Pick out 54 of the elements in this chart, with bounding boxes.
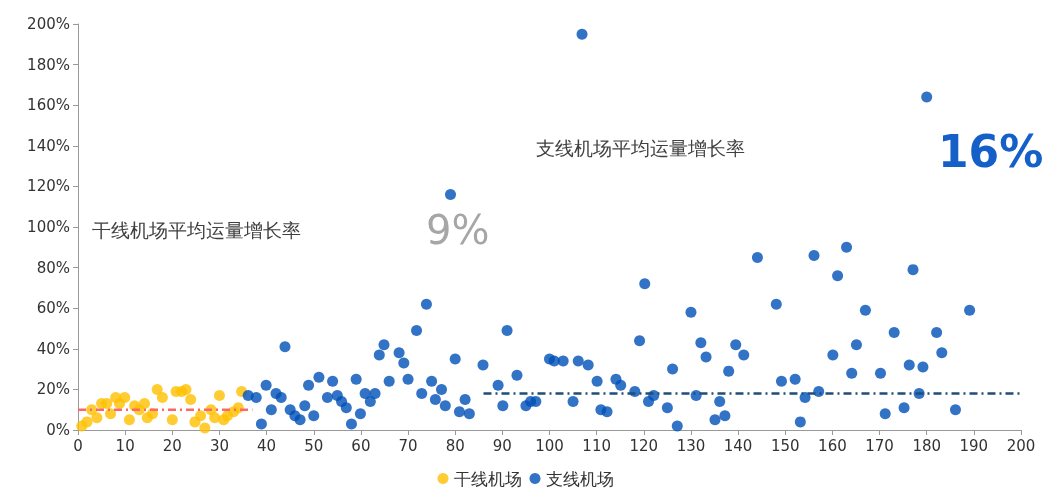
x-tick-label: 160 <box>818 436 847 455</box>
y-tick-label: 100% <box>27 218 70 236</box>
x-tick-label: 190 <box>959 436 989 455</box>
x-tick-label: 150 <box>770 436 800 455</box>
point <box>81 416 93 428</box>
point <box>123 414 135 426</box>
y-tick-label: 80% <box>36 258 70 277</box>
x-tick-label: 90 <box>492 436 512 455</box>
x-tick-label: 0 <box>73 436 83 455</box>
point <box>91 412 103 424</box>
x-tick-label: 50 <box>304 436 324 455</box>
annotation: 干线机场平均运量增长率 <box>92 219 301 241</box>
point <box>156 392 168 404</box>
x-tick-label: 40 <box>257 436 277 455</box>
y-tick-label: 20% <box>36 380 70 399</box>
legend-label: 支线机场 <box>545 468 614 489</box>
point <box>180 383 192 395</box>
x-tick-label: 70 <box>398 436 418 455</box>
x-tick-label: 180 <box>912 436 942 455</box>
point <box>151 383 163 395</box>
point <box>195 410 207 422</box>
point <box>119 392 131 404</box>
point <box>213 389 225 401</box>
y-tick-label: 120% <box>27 177 70 196</box>
y-tick-label: 60% <box>36 299 70 318</box>
point <box>105 408 117 420</box>
annotation: 16% <box>938 125 1044 177</box>
point <box>101 398 113 410</box>
x-tick-label: 200 <box>1006 436 1036 455</box>
point <box>185 394 197 406</box>
y-tick-label: 180% <box>27 55 70 74</box>
x-tick-label: 100 <box>535 436 564 455</box>
y-tick-label: 0% <box>46 421 70 439</box>
x-tick-label: 170 <box>865 436 894 455</box>
point <box>209 412 221 424</box>
y-tick-label: 40% <box>36 339 70 358</box>
x-tick-label: 130 <box>676 436 706 455</box>
y-tick-label: 200% <box>27 15 70 33</box>
point <box>199 422 211 434</box>
y-tick-label: 160% <box>27 96 70 115</box>
point <box>138 398 150 410</box>
annotation: 支线机场平均运量增长率 <box>536 137 745 159</box>
legend-label: 干线机场 <box>453 468 522 489</box>
annotation: 9% <box>426 207 490 253</box>
x-tick-label: 110 <box>582 436 611 455</box>
y-tick-label: 140% <box>27 136 70 155</box>
x-tick-label: 20 <box>162 436 182 455</box>
x-tick-label: 120 <box>629 436 659 455</box>
x-tick-label: 60 <box>351 436 371 455</box>
x-tick-label: 30 <box>209 436 229 455</box>
x-tick-label: 140 <box>723 436 753 455</box>
x-tick-label: 10 <box>115 436 135 455</box>
x-tick-label: 80 <box>445 436 465 455</box>
point <box>166 414 178 426</box>
